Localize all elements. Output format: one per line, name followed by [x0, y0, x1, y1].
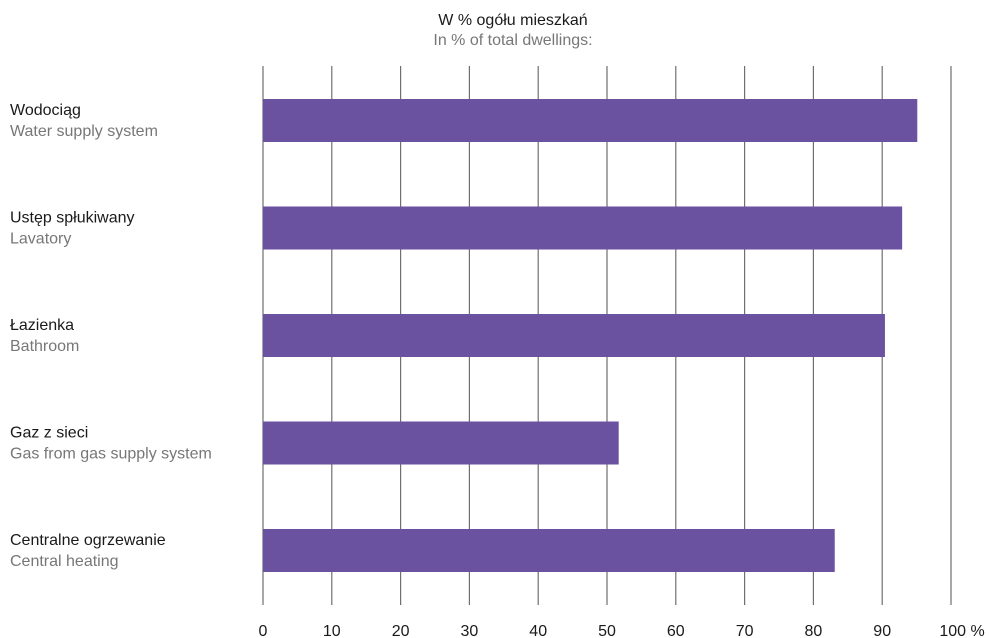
chart-title: W % ogółu mieszkań	[438, 12, 587, 29]
category-label: Łazienka	[10, 317, 74, 334]
category-label-en: Gas from gas supply system	[10, 446, 212, 463]
x-tick-label: 0	[259, 623, 268, 638]
x-tick-label: 80	[805, 623, 823, 638]
category-label: Gaz z sieci	[10, 425, 88, 442]
bar	[263, 99, 918, 142]
category-label-en: Central heating	[10, 553, 119, 570]
x-tick-label: 70	[736, 623, 754, 638]
x-tick-label: 50	[598, 623, 616, 638]
x-tick-label: 100 %	[939, 623, 984, 638]
category-label-en: Water supply system	[10, 123, 158, 140]
x-tick-label: 10	[323, 623, 341, 638]
x-axis-ticks: 0 10 20 30 40 50 60 70 80 90 100 %	[259, 623, 985, 638]
bar	[263, 314, 885, 357]
category-label-en: Lavatory	[10, 231, 71, 248]
category-label: Wodociąg	[10, 102, 81, 119]
bar	[263, 421, 619, 465]
chart-subtitle: In % of total dwellings:	[433, 32, 592, 49]
category-label-en: Bathroom	[10, 338, 79, 355]
bar	[263, 206, 903, 250]
x-tick-label: 60	[667, 623, 685, 638]
bars	[263, 99, 918, 572]
x-tick-label: 20	[392, 623, 410, 638]
x-tick-label: 90	[873, 623, 891, 638]
bar	[263, 529, 835, 572]
x-tick-label: 30	[461, 623, 479, 638]
category-label: Centralne ogrzewanie	[10, 532, 166, 549]
category-labels: Wodociąg Water supply system Ustęp spłukiw…	[10, 102, 212, 570]
x-tick-label: 40	[529, 623, 547, 638]
category-label: Ustęp spłukiwany	[10, 210, 135, 227]
